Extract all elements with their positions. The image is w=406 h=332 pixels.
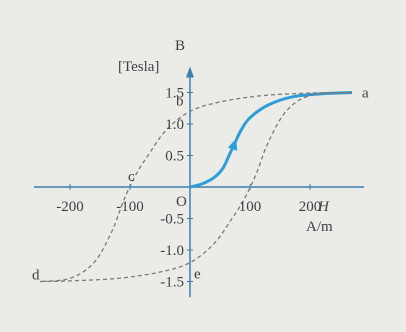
point-label-a: a (362, 86, 369, 102)
y-tick-label: 0.5 (165, 149, 184, 165)
point-label-b: b (176, 93, 184, 109)
x-axis-symbol: H (317, 199, 330, 215)
series-layer (39, 91, 353, 283)
x-tick-label: 100 (239, 199, 262, 215)
point-label-c: c (128, 169, 135, 185)
hysteresis-loop-branch (39, 91, 353, 283)
curve-direction-arrow (227, 138, 238, 151)
origin-label: O (176, 194, 187, 210)
y-tick-label: 1.5 (165, 86, 184, 102)
y-tick-label: -1.0 (160, 243, 184, 259)
initial-magnetization-curve (189, 91, 353, 189)
y-tick-label: -0.5 (160, 212, 184, 228)
ticks-layer: -200 -100 100 200 1.5 1.0 0.5 -0.5 -1.0 -1.5 (56, 86, 321, 291)
x-axis-unit: A/m (306, 219, 333, 235)
hysteresis-loop-branch (39, 91, 353, 283)
point-label-d: d (32, 268, 40, 284)
y-tick-label: 1.0 (165, 117, 184, 133)
point-label-e: e (194, 267, 201, 283)
x-tick-label: -200 (56, 199, 84, 215)
y-axis-unit: [Tesla] (118, 59, 159, 75)
x-tick-label: -100 (116, 199, 144, 215)
y-axis-arrowhead (186, 66, 194, 78)
axes (34, 66, 364, 298)
labels-layer: B [Tesla] H A/m O (118, 38, 333, 235)
y-tick-label: -1.5 (160, 275, 184, 291)
x-tick-label: 200 (299, 199, 322, 215)
y-axis-symbol: B (175, 38, 185, 54)
annotations-layer: a b c d e (32, 86, 369, 284)
